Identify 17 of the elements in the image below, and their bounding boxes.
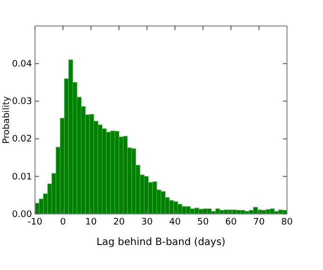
x-tick-label: 80 bbox=[281, 217, 293, 228]
y-tick-label: 0.02 bbox=[12, 134, 32, 145]
x-tick-label: -10 bbox=[28, 217, 43, 228]
x-tick-label: 0 bbox=[60, 217, 66, 228]
x-tick-label: 60 bbox=[225, 217, 237, 228]
y-tick-label: 0.00 bbox=[12, 210, 32, 220]
x-tick-label: 30 bbox=[141, 217, 153, 228]
y-tick-label: 0.04 bbox=[12, 59, 32, 70]
y-tick-label: 0.01 bbox=[12, 172, 32, 182]
x-tick-label: 20 bbox=[113, 217, 125, 228]
x-tick-label: 10 bbox=[85, 217, 97, 228]
y-axis-title: Probability bbox=[2, 96, 12, 144]
x-tick-label: 70 bbox=[253, 217, 265, 228]
y-tick-label: 0.03 bbox=[12, 97, 32, 108]
x-tick-label: 50 bbox=[197, 217, 209, 228]
x-tick-label: 40 bbox=[169, 217, 181, 228]
x-axis-title: Lag behind B-band (days) bbox=[96, 237, 226, 248]
